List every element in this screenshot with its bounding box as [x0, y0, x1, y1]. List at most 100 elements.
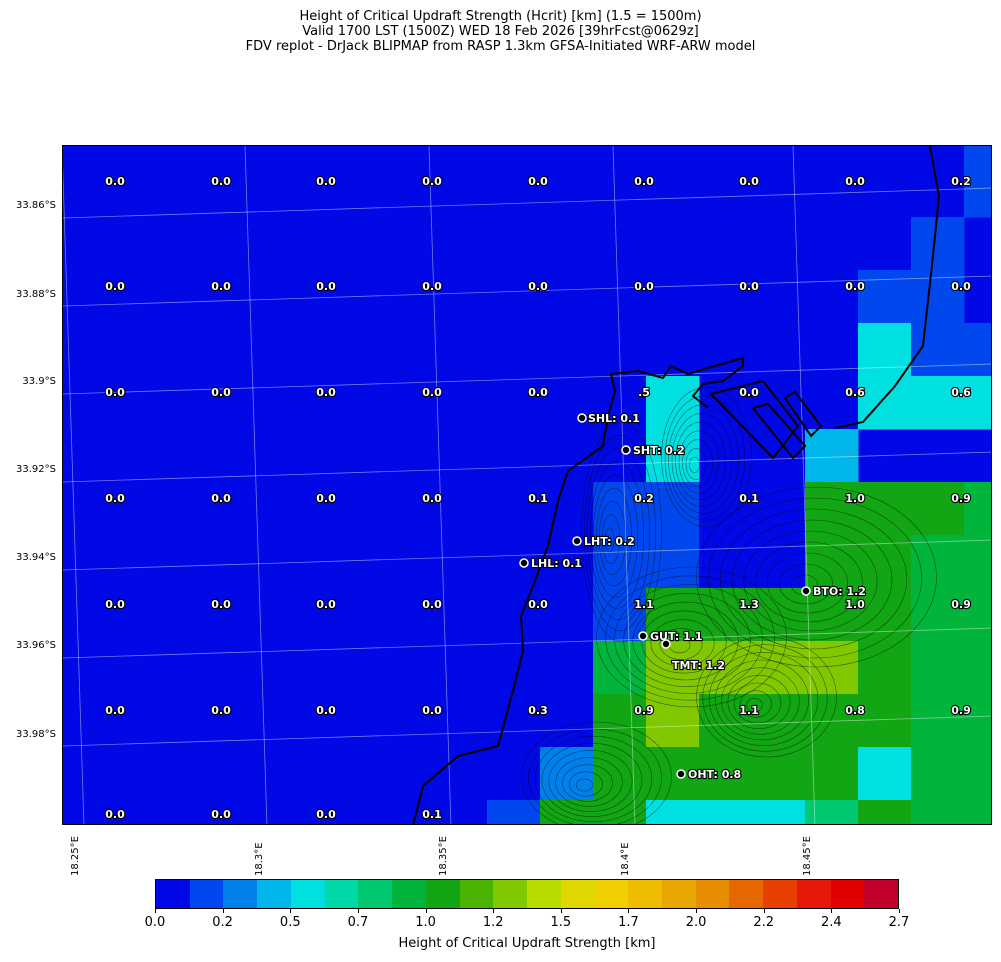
harbour-outline	[709, 379, 800, 460]
graticule-longitude-line	[63, 164, 85, 824]
cell-value-label: 0.0	[105, 598, 125, 611]
colorbar-segment	[257, 880, 291, 908]
heatmap-cell	[805, 429, 859, 483]
longitude-tick-label: 18.3°E	[254, 842, 265, 876]
heatmap-cell	[964, 535, 991, 589]
contour-line	[715, 659, 809, 741]
contour-line	[569, 771, 603, 797]
contour-line	[733, 682, 782, 724]
colorbar-tick-label: 1.5	[550, 915, 572, 930]
site-label: OHT: 0.8	[688, 768, 741, 781]
heatmap-cell	[699, 588, 753, 642]
graticule-longitude-line	[612, 146, 636, 824]
cell-value-label: 0.0	[739, 280, 759, 293]
contour-line	[746, 698, 763, 712]
contour-line	[678, 430, 720, 494]
heatmap-cell	[646, 482, 700, 536]
contour-line	[575, 778, 594, 792]
cell-value-label: 0.0	[528, 386, 548, 399]
title-line-1: Height of Critical Updraft Strength (Hcr…	[299, 9, 702, 24]
colorbar-segment	[493, 880, 528, 908]
graticule-longitude-line	[428, 146, 452, 824]
heatmap-cell	[964, 694, 991, 748]
colorbar-tick-label: 2.4	[821, 915, 842, 930]
colorbar-segment	[662, 880, 696, 908]
heatmap-cell	[699, 482, 753, 536]
longitude-tick-label: 18.45°E	[802, 836, 813, 876]
heatmap-cell	[964, 641, 991, 695]
contour-line	[740, 690, 772, 718]
cell-value-label: 0.0	[634, 280, 654, 293]
heatmap-cell	[911, 482, 965, 536]
site-marker	[519, 558, 529, 568]
heatmap-cell	[699, 747, 753, 801]
colorbar-segment	[796, 880, 831, 908]
cell-value-label: 1.0	[845, 492, 865, 505]
heatmap-cell	[858, 747, 912, 801]
cell-value-label: 0.0	[316, 386, 336, 399]
graticule-latitude-line	[63, 715, 991, 747]
site-label: BTO: 1.2	[813, 585, 866, 598]
heatmap-cell	[699, 800, 753, 824]
latitude-tick-label: 33.92°S	[16, 464, 56, 475]
coastline	[412, 356, 744, 824]
cell-value-labels: 0.0 0.0 0.0 0.0 0.0 0.0 0.0 0.0 0.2 0.0 0.0 0.0 0.0 0…	[104, 174, 972, 822]
contour-line	[528, 728, 662, 824]
heatmap-cell	[964, 747, 991, 801]
contour-line	[719, 508, 908, 650]
cell-value-label: 0.9	[951, 704, 971, 717]
longitude-tick-label: 18.25°E	[70, 836, 81, 876]
cell-value-label: 0.0	[422, 280, 442, 293]
heatmap-cell	[593, 694, 647, 748]
cell-value-label: 0.0	[316, 492, 336, 505]
heatmap-cell	[752, 747, 806, 801]
heatmap-cell	[911, 217, 965, 271]
heatmap-cell	[593, 641, 647, 695]
contour-line	[584, 434, 656, 632]
cell-value-label: 1.1	[739, 704, 759, 717]
heatmap-cell	[646, 694, 700, 748]
cell-value-label: 0.0	[105, 492, 125, 505]
colorbar-segment	[425, 880, 460, 908]
cell-value-label: 0.0	[105, 808, 125, 821]
graticule-longitude-line	[792, 146, 816, 824]
contour-line	[623, 593, 751, 687]
cell-value-label: 0.0	[422, 492, 442, 505]
site-marker	[621, 445, 631, 455]
contour-line	[696, 636, 837, 758]
heatmap-cell	[858, 323, 912, 377]
contour-line	[650, 619, 715, 667]
site-label: SHL: 0.1	[588, 412, 640, 425]
colorbar-tick-label: 1.2	[482, 915, 504, 930]
cell-value-label: 0.0	[316, 598, 336, 611]
heatmap-cell	[540, 747, 594, 801]
colorbar-tick-label: 0.5	[279, 915, 301, 930]
cell-value-label: 0.0	[845, 280, 865, 293]
contour-line	[590, 461, 644, 609]
heatmap-cell	[964, 482, 991, 536]
colorbar-tick-mark	[493, 909, 495, 913]
colorbar	[155, 879, 899, 909]
heatmap-cell	[911, 535, 965, 589]
site-label: SHT: 0.2	[633, 444, 685, 457]
heatmap-cell	[964, 376, 991, 430]
title-line-2: Valid 1700 LST (1500Z) WED 18 Feb 2026 […	[302, 24, 699, 39]
cell-value-label: 0.0	[105, 175, 125, 188]
cell-value-label: 0.3	[528, 704, 548, 717]
contour-line	[659, 628, 703, 660]
cell-value-label: 0.0	[105, 704, 125, 717]
latitude-tick-label: 33.86°S	[16, 200, 56, 211]
contour-line	[689, 456, 700, 474]
cell-value-label: 0.0	[316, 175, 336, 188]
colorbar-tick-label: 1.0	[415, 915, 436, 930]
cell-value-label: 0.0	[845, 175, 865, 188]
heatmap-cell	[593, 747, 647, 801]
heatmap-cell	[911, 323, 965, 377]
colorbar-tick-label: 2.2	[753, 915, 775, 930]
graticule-longitude-line	[244, 146, 268, 824]
graticule-latitude-line	[63, 539, 991, 571]
contour-line	[581, 421, 662, 643]
colorbar-segment	[392, 880, 426, 908]
cell-value-label: 0.1	[739, 492, 759, 505]
cell-value-label: 0.9	[951, 492, 971, 505]
